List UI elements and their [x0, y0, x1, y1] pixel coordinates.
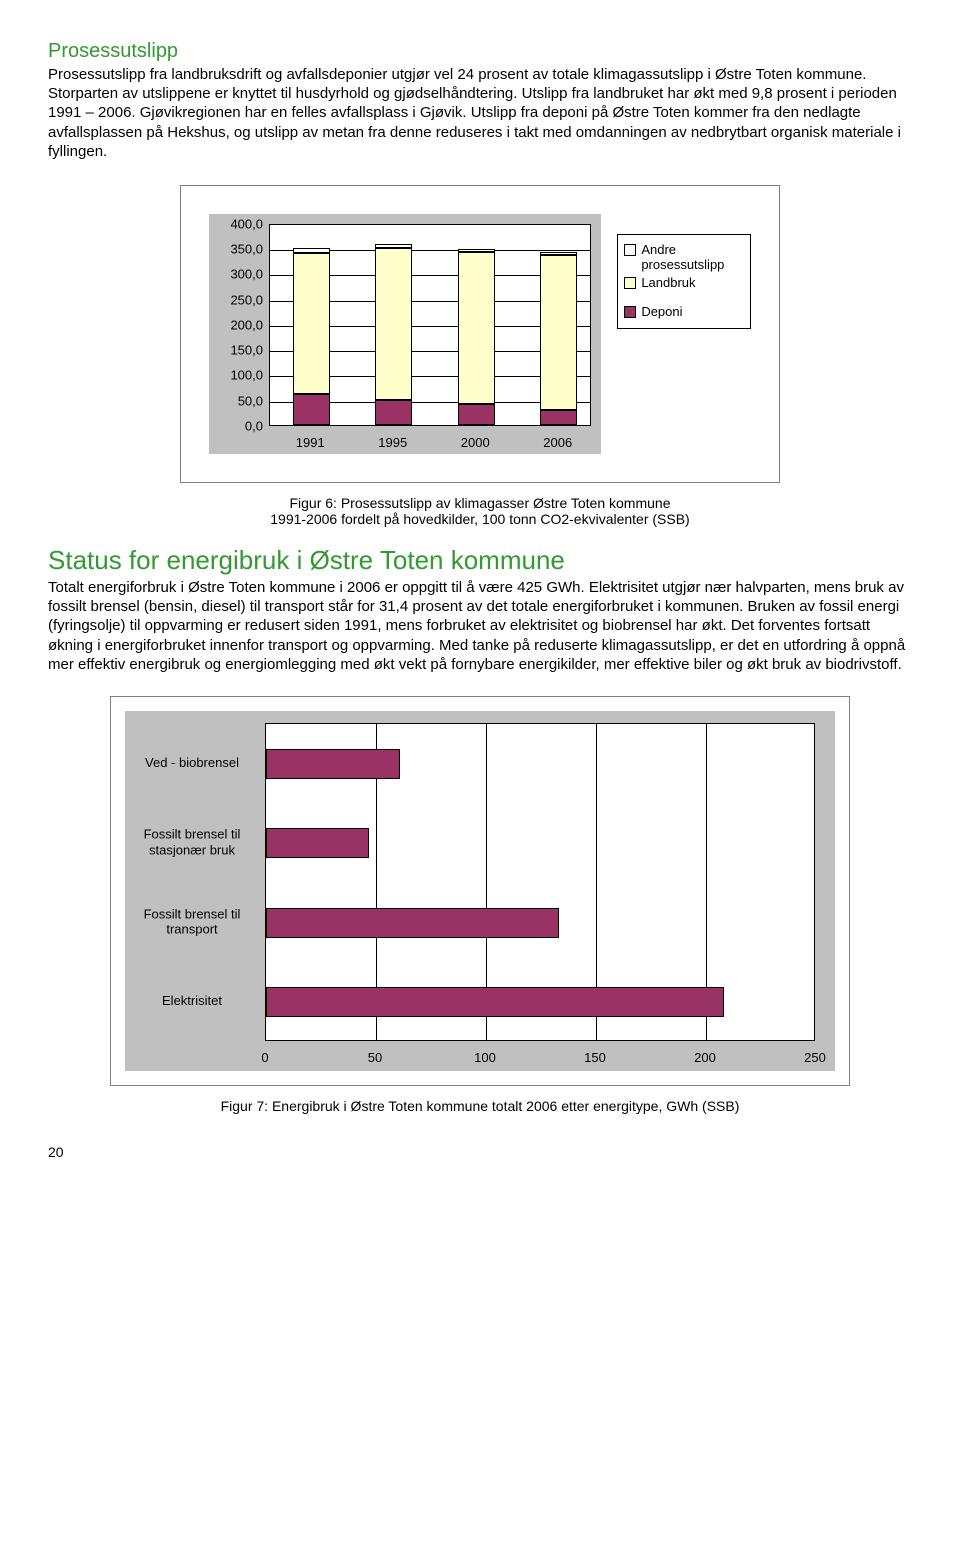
chart2-xtick: 50 — [368, 1050, 382, 1065]
chart1-bar-segment — [375, 400, 412, 425]
chart1-xtick: 2000 — [461, 435, 490, 450]
chart1-ytick: 300,0 — [209, 267, 263, 282]
chart1-bar-segment — [540, 255, 577, 410]
chart1-ytick: 350,0 — [209, 242, 263, 257]
chart1-bar-segment — [293, 394, 330, 425]
chart1-legend: Andreprosessutslipp Landbruk Deponi — [617, 234, 751, 329]
chart2-category-label: Fossilt brensel tilstasjonær bruk — [125, 827, 259, 858]
chart2-bar — [266, 749, 400, 779]
chart1-container: 0,0 50,0 100,0 150,0 200,0 250,0 300,0 350,0 400… — [180, 185, 780, 483]
chart1-legend-item: Landbruk — [624, 275, 742, 290]
chart2-category-label: Fossilt brensel tiltransport — [125, 906, 259, 937]
chart2-xtick: 150 — [584, 1050, 606, 1065]
chart1-bar-segment — [458, 249, 495, 253]
legend-label: Deponi — [641, 304, 682, 319]
chart2-xtick: 100 — [474, 1050, 496, 1065]
chart2-xtick: 250 — [804, 1050, 826, 1065]
legend-swatch-icon — [624, 306, 636, 318]
page-number: 20 — [48, 1144, 912, 1160]
section-body-prosessutslipp: Prosessutslipp fra landbruksdrift og avf… — [48, 65, 912, 161]
chart1-bar-segment — [375, 244, 412, 248]
chart1-ytick: 250,0 — [209, 292, 263, 307]
chart1-ytick: 200,0 — [209, 317, 263, 332]
chart1-legend-item: Andreprosessutslipp — [624, 242, 742, 272]
chart1-bar-segment — [293, 248, 330, 253]
chart2-caption: Figur 7: Energibruk i Østre Toten kommun… — [48, 1098, 912, 1114]
chart1-legend-item: Deponi — [624, 304, 742, 319]
chart1-caption: Figur 6: Prosessutslipp av klimagasser Ø… — [48, 495, 912, 527]
chart1-bar-segment — [375, 248, 412, 400]
chart2-bar — [266, 987, 724, 1017]
chart1-ytick: 150,0 — [209, 343, 263, 358]
legend-swatch-icon — [624, 244, 636, 256]
chart1-ytick: 400,0 — [209, 216, 263, 231]
chart1-xtick: 1991 — [296, 435, 325, 450]
legend-label: Landbruk — [641, 275, 695, 290]
chart1-ytick: 100,0 — [209, 368, 263, 383]
chart1-bar-segment — [458, 252, 495, 404]
chart1-bar-segment — [540, 410, 577, 425]
chart2-bar — [266, 828, 369, 858]
legend-swatch-icon — [624, 277, 636, 289]
chart2-xtick: 200 — [694, 1050, 716, 1065]
chart2-bar — [266, 908, 559, 938]
chart2-plot-panel: 0 50 100 150 200 250 Ved - biobrensel Fossilt b… — [125, 711, 835, 1071]
chart1-bar-segment — [293, 253, 330, 393]
chart1-xtick: 1995 — [378, 435, 407, 450]
chart1-ytick: 0,0 — [209, 418, 263, 433]
section-title-prosessutslipp: Prosessutslipp — [48, 40, 912, 63]
chart2-category-label: Elektrisitet — [125, 993, 259, 1009]
legend-label: Andreprosessutslipp — [641, 242, 724, 272]
chart2-xtick: 0 — [261, 1050, 268, 1065]
chart1-plot-panel: 0,0 50,0 100,0 150,0 200,0 250,0 300,0 350,0 400… — [209, 214, 601, 454]
chart2-container: 0 50 100 150 200 250 Ved - biobrensel Fossilt b… — [110, 696, 850, 1086]
chart1-xtick: 2006 — [543, 435, 572, 450]
chart1-bar-segment — [540, 252, 577, 255]
chart2-category-label: Ved - biobrensel — [125, 755, 259, 771]
section-title-energibruk: Status for energibruk i Østre Toten komm… — [48, 545, 912, 576]
chart1-ytick: 50,0 — [209, 393, 263, 408]
chart1-bar-segment — [458, 404, 495, 425]
section-body-energibruk: Totalt energiforbruk i Østre Toten kommu… — [48, 578, 912, 674]
